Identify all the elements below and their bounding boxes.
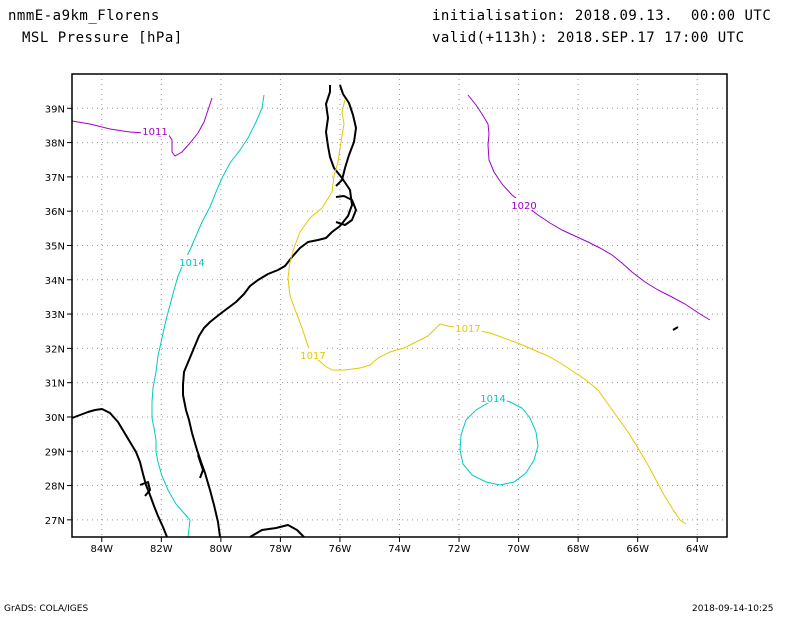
lat-tick-label: 27N — [45, 516, 65, 527]
lon-tick-label: 70W — [507, 544, 530, 555]
island-bermuda — [672, 326, 679, 331]
timestamp-text: 2018-09-14-10:25 — [692, 604, 774, 614]
isobar-1020 — [467, 94, 711, 321]
isobar-label-bg — [299, 348, 327, 360]
credit-text: GrADS: COLA/IGES — [4, 604, 89, 614]
coastline-chesapeake — [335, 84, 357, 187]
init-time: initialisation: 2018.09.13. 00:00 UTC — [432, 8, 772, 24]
lon-tick-label: 74W — [388, 544, 411, 555]
isobar-label: 1014 — [179, 258, 204, 269]
coastline-florida-west — [71, 408, 168, 538]
isobar-label: 1014 — [480, 394, 505, 405]
island-grand-bahama — [249, 524, 305, 538]
lon-tick-label: 84W — [90, 544, 113, 555]
model-name: nmmE-a9km_Florens — [8, 8, 160, 24]
isobar-label-bg — [141, 124, 169, 136]
lat-tick-label: 38N — [45, 139, 65, 150]
isobar-1014-east — [459, 397, 539, 486]
lat-tick-label: 32N — [45, 344, 65, 355]
coastline-southeast — [182, 85, 353, 538]
lat-tick-label: 36N — [45, 207, 65, 218]
isobar-label: 1017 — [455, 324, 480, 335]
isobar-labels: 1011 1020 1014 1014 1017 1017 — [141, 124, 538, 405]
isobar-label-bg — [178, 255, 206, 267]
lat-tick-label: 28N — [45, 482, 65, 493]
isobar-label: 1020 — [511, 201, 536, 212]
isobar-label: 1017 — [300, 351, 325, 362]
field-name: MSL Pressure [hPa] — [22, 30, 183, 46]
coastline-inlet — [197, 454, 204, 479]
coastline-florida-keys — [139, 481, 151, 497]
lon-tick-label: 76W — [329, 544, 352, 555]
valid-time: valid(+113h): 2018.SEP.17 17:00 UTC — [432, 30, 745, 46]
isobar-label: 1011 — [142, 127, 167, 138]
isobar-label-bg — [454, 321, 482, 333]
lat-tick-label: 33N — [45, 310, 65, 321]
isobar-label-bg — [510, 198, 538, 210]
lat-tick-label: 35N — [45, 241, 65, 252]
lat-tick-label: 37N — [45, 173, 65, 184]
lon-tick-label: 72W — [448, 544, 471, 555]
lon-tick-label: 68W — [567, 544, 590, 555]
isobar-1014-west — [151, 94, 265, 538]
isobar-contours — [71, 94, 711, 538]
lon-tick-label: 78W — [269, 544, 292, 555]
coastline-outer-banks — [335, 195, 357, 226]
coastline — [71, 84, 679, 538]
axis-ticks: 84W 82W 80W 78W 76W 74W 72W 70W 68W 66W 64W 39N 38N 3… — [45, 104, 709, 555]
isobar-1011 — [71, 97, 213, 157]
graticule-grid — [72, 74, 727, 537]
lat-tick-label: 29N — [45, 447, 65, 458]
lat-tick-label: 39N — [45, 104, 65, 115]
lon-tick-label: 66W — [626, 544, 649, 555]
lon-tick-label: 64W — [686, 544, 709, 555]
lat-tick-label: 30N — [45, 413, 65, 424]
isobar-label-bg — [479, 391, 507, 403]
lon-tick-label: 80W — [210, 544, 233, 555]
isobar-1017-coastal — [287, 99, 687, 525]
lat-tick-label: 34N — [45, 276, 65, 287]
lat-tick-label: 31N — [45, 379, 65, 390]
lon-tick-label: 82W — [150, 544, 173, 555]
